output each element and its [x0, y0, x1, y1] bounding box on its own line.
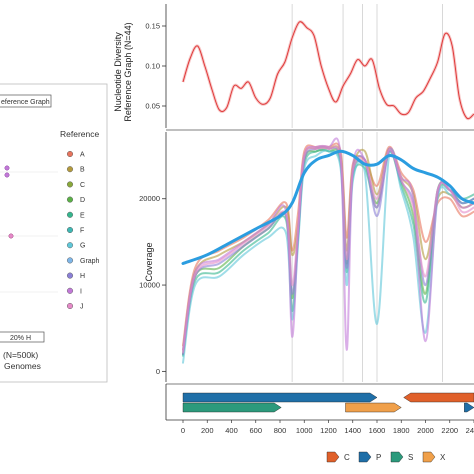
x-tick-label: 1600	[369, 426, 386, 435]
x-tick-label: 1200	[320, 426, 337, 435]
diversity-ytick-label: 0.10	[145, 62, 160, 71]
legend-entry-label: G	[80, 243, 85, 250]
legend-entry-label: A	[80, 152, 85, 159]
diversity-ylabel-1: Nucleotide Diversity	[113, 32, 123, 112]
x-tick-label: 600	[249, 426, 262, 435]
gene-arrows	[182, 392, 474, 413]
diversity-series	[181, 20, 474, 121]
coverage-graph-line	[181, 149, 474, 265]
left-panel-point	[4, 172, 10, 178]
gene-track: 0 200 400 600 800 1000 1200 1400 1600 1800 2000 220…	[165, 383, 474, 435]
legend-entry-label: B	[80, 167, 85, 174]
left-panel-header-box	[0, 94, 52, 108]
diversity-line	[182, 21, 474, 120]
gene-legend-label: P	[376, 453, 381, 462]
coverage-ytick-label: 10000	[139, 281, 160, 290]
x-tick-label: 800	[274, 426, 287, 435]
legend-key	[66, 287, 74, 294]
left-panel-point	[8, 233, 14, 239]
legend-entry-label: E	[80, 212, 85, 219]
legend-key	[66, 181, 74, 188]
coverage-ytick-label: 20000	[139, 194, 160, 203]
coverage-reference-line	[182, 148, 474, 364]
gene-legend-key	[358, 451, 372, 463]
coverage-ytick-label: 0	[156, 367, 160, 376]
gene-legend-label: S	[408, 453, 413, 462]
left-panel-grid	[0, 171, 58, 293]
legend-key	[66, 211, 74, 218]
left-panel-box	[0, 331, 45, 343]
gene-arrow	[464, 402, 474, 413]
gene-legend-label: C	[344, 453, 350, 462]
legend-entry-label: F	[80, 228, 84, 235]
legend-entry-label: H	[80, 273, 85, 280]
coverage-panel: Coverage 0 10000 20000	[139, 132, 474, 382]
legend: Reference A B C D E F G Graph H I J	[60, 129, 100, 311]
gene-arrow	[182, 402, 282, 413]
gene-legend-key	[390, 451, 404, 463]
x-tick-label: 1800	[393, 426, 410, 435]
x-tick-label: 1400	[344, 426, 361, 435]
diversity-panel: Nucleotide Diversity Reference Graph (N=…	[113, 4, 474, 128]
left-panel: eference Graph 20% H (N=500k) Genomes	[0, 83, 108, 383]
x-tick-label: 1000	[296, 426, 313, 435]
left-panel-box-label: 20% H	[10, 335, 31, 342]
legend-key	[66, 302, 74, 310]
x-tick-label: 0	[181, 426, 185, 435]
gene-arrow	[403, 392, 474, 403]
legend-title: Reference	[60, 129, 99, 139]
x-tick-label: 400	[225, 426, 238, 435]
legend-key	[66, 196, 74, 203]
coverage-yticks: 0 10000 20000	[139, 194, 166, 376]
diversity-ylabel-2: Reference Graph (N=44)	[123, 22, 133, 121]
legend-key	[66, 226, 74, 234]
legend-key	[66, 150, 74, 158]
legend-key	[66, 257, 74, 264]
legend-key	[66, 272, 74, 279]
gene-arrow	[345, 402, 402, 413]
diversity-yticks: 0.05 0.10 0.15	[145, 22, 166, 111]
legend-entry-label: C	[80, 182, 85, 189]
gene-legend-label: X	[440, 453, 446, 462]
gene-legend-key	[326, 451, 340, 463]
left-panel-border	[0, 83, 108, 383]
diversity-band	[181, 20, 474, 121]
coverage-series	[181, 137, 474, 364]
x-tick-label: 2200	[441, 426, 458, 435]
legend-entry-label: Graph	[80, 258, 100, 265]
x-tick-label: 2000	[417, 426, 434, 435]
left-panel-caption-1: (N=500k)	[3, 350, 38, 360]
coverage-ylabel: Coverage	[144, 242, 154, 281]
diversity-ytick-label: 0.05	[145, 102, 160, 111]
coverage-reference-line	[182, 145, 474, 354]
x-tick-label: 2400	[466, 426, 474, 435]
left-panel-point	[4, 165, 10, 171]
legend-entry-label: I	[80, 288, 82, 295]
x-tick-label: 200	[201, 426, 214, 435]
left-panel-header: eference Graph	[1, 99, 50, 106]
legend-entry-label: D	[80, 197, 85, 204]
gene-legend-key	[422, 451, 436, 463]
legend-key	[66, 242, 74, 249]
legend-key	[66, 166, 74, 173]
gene-xticks: 0 200 400 600 800 1000 1200 1400 1600 1800 2000 220…	[181, 420, 474, 435]
left-panel-caption-2: Genomes	[4, 361, 41, 371]
legend-entry-label: J	[80, 304, 84, 311]
gene-arrow	[182, 392, 378, 403]
diversity-ytick-label: 0.15	[145, 22, 160, 31]
